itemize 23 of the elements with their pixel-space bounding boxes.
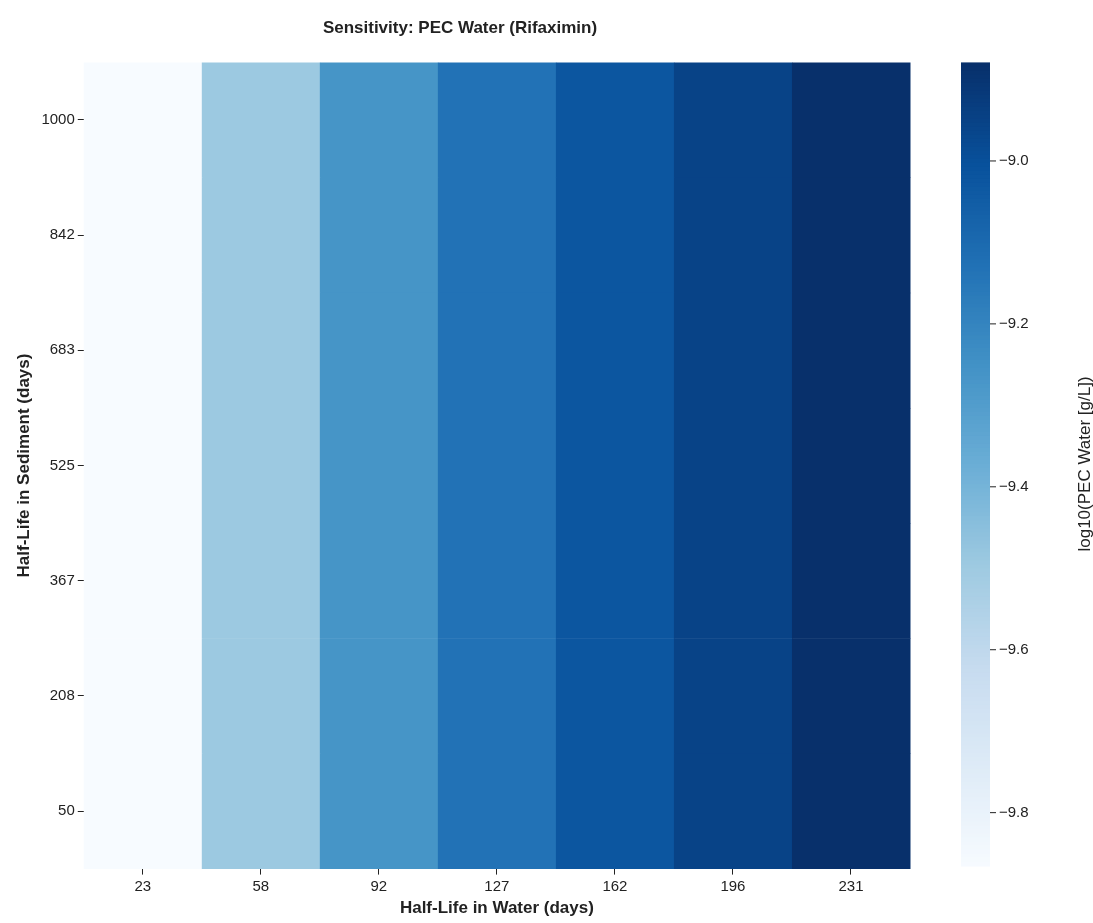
x-axis-title: Half-Life in Water (days) [399,898,594,918]
chart-title: Sensitivity: PEC Water (Rifaximin) [322,17,598,37]
x-tick-label: 92 [370,876,388,894]
x-tick-label: 58 [252,876,270,894]
x-tick-label: 23 [134,876,152,894]
x-tick-label: 162 [602,876,628,894]
color-bar-title: log10(PEC Water [g/L]) [1074,376,1093,552]
x-tick-label: 127 [484,876,510,894]
color-bar-label: −9.8 [999,802,1029,820]
y-tick-label: 683 [49,340,75,358]
x-tick-label: 231 [838,876,864,894]
y-tick-label: 842 [49,225,75,243]
color-bar-label: −9.4 [999,476,1029,494]
y-tick-label: 208 [49,685,75,703]
color-bar-label: −9.0 [999,151,1029,169]
y-tick-label: 50 [58,801,75,819]
y-axis-title: Half-Life in Sediment (days) [13,353,33,578]
color-bar-label: −9.2 [999,314,1029,332]
y-tick-label: 367 [49,570,75,588]
y-tick-label: 525 [49,455,75,473]
x-tick-label: 196 [720,876,746,894]
y-tick-label: 1000 [41,110,75,128]
color-bar-label: −9.6 [999,639,1029,657]
